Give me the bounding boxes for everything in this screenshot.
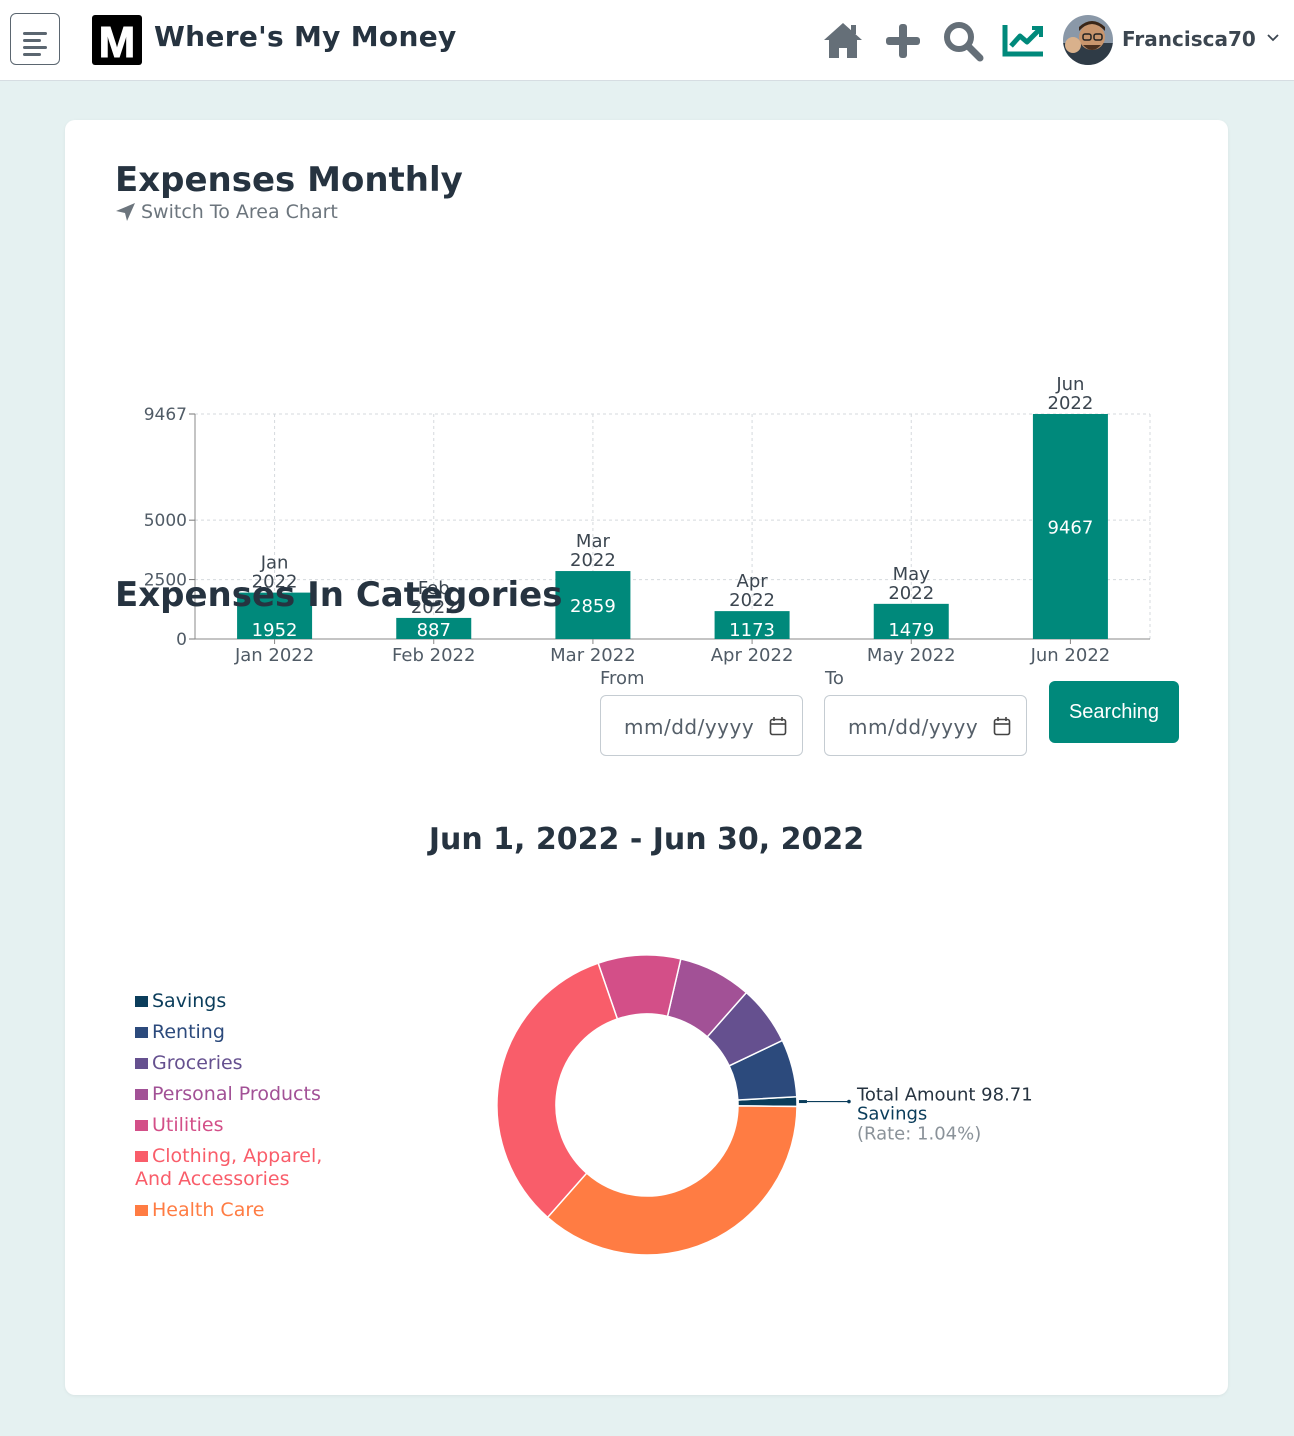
categories-title: Expenses In Categories (115, 575, 563, 615)
y-tick-label: 0 (176, 630, 187, 650)
legend-swatch (135, 1089, 148, 1100)
legend-label: Groceries (152, 1052, 243, 1074)
chevron-down-icon[interactable] (1266, 33, 1280, 43)
bar-top-label: 2022 (1048, 393, 1094, 414)
donut-slice[interactable] (546, 1105, 798, 1256)
location-arrow-icon (116, 203, 135, 221)
legend-label: Personal Products (152, 1083, 321, 1105)
from-date-placeholder: mm/dd/yyyy (624, 715, 755, 739)
x-tick-label: May 2022 (867, 645, 956, 666)
bar-value-label: 1479 (888, 620, 934, 641)
bar-top-label: 2022 (252, 572, 298, 593)
bar[interactable] (396, 617, 472, 639)
switch-chart-link[interactable]: Switch To Area Chart (115, 201, 338, 223)
chart-line-icon[interactable] (1001, 22, 1045, 58)
username[interactable]: Francisca70 (1122, 27, 1256, 51)
to-label: To (825, 668, 844, 689)
legend-label: Utilities (152, 1114, 224, 1136)
bar-top-label: 2022 (888, 583, 934, 604)
tooltip-category: Savings (857, 1104, 927, 1125)
app-title[interactable]: Where's My Money (154, 20, 457, 53)
search-icon[interactable] (942, 20, 984, 62)
legend-swatch (135, 1027, 148, 1038)
legend-item[interactable]: Renting (135, 1021, 322, 1044)
y-tick-label: 2500 (144, 571, 187, 591)
x-tick-label: Apr 2022 (711, 645, 794, 666)
dashboard-card: Expenses Monthly Switch To Area Chart 0 2… (65, 120, 1228, 1395)
legend-item[interactable]: Personal Products (135, 1083, 322, 1106)
svg-text:M: M (99, 18, 136, 65)
date-range-title: Jun 1, 2022 - Jun 30, 2022 (428, 822, 865, 857)
bar[interactable] (1032, 414, 1108, 639)
bar[interactable] (237, 592, 313, 639)
bar-top-label: Apr (737, 571, 769, 592)
bar-value-label: 1952 (252, 620, 298, 641)
from-label: From (600, 668, 645, 689)
tooltip-amount: Total Amount 98.71 (856, 1085, 1033, 1106)
monthly-title: Expenses Monthly (115, 160, 463, 200)
menu-line (23, 53, 41, 56)
legend-label: Savings (152, 990, 227, 1012)
y-tick-label: 9467 (144, 405, 187, 425)
app-logo[interactable]: M (92, 15, 142, 65)
x-tick-label: Jan 2022 (234, 645, 314, 666)
bar-top-label: 2022 (411, 597, 457, 618)
bar[interactable] (714, 611, 790, 639)
legend-label: Health Care (152, 1199, 265, 1221)
plus-icon[interactable] (884, 22, 922, 60)
legend-item[interactable]: Health Care (135, 1199, 322, 1222)
tooltip-rate: (Rate: 1.04%) (857, 1124, 981, 1145)
legend-swatch (135, 1205, 148, 1216)
sidebar-toggle-button[interactable] (10, 13, 60, 65)
tooltip-pointer-dot (847, 1099, 851, 1104)
bar-top-label: 2022 (570, 550, 616, 571)
legend-label: And Accessories (135, 1168, 290, 1190)
calendar-icon[interactable] (769, 716, 787, 736)
user-avatar[interactable] (1063, 15, 1113, 65)
x-tick-label: Jun 2022 (1030, 645, 1111, 666)
legend-swatch (135, 996, 148, 1007)
menu-line (23, 46, 47, 49)
legend-label: Clothing, Apparel, (152, 1145, 323, 1167)
x-tick-label: Feb 2022 (392, 645, 475, 666)
menu-line (23, 39, 41, 42)
legend-item[interactable]: Groceries (135, 1052, 322, 1075)
bar-top-label: 2022 (729, 590, 775, 611)
legend-swatch (135, 1120, 148, 1131)
bar[interactable] (555, 571, 631, 639)
calendar-icon[interactable] (993, 716, 1011, 736)
legend-item[interactable]: Utilities (135, 1114, 322, 1137)
legend-label: Renting (152, 1021, 225, 1043)
bar-top-label: Mar (576, 531, 611, 552)
home-icon[interactable] (822, 20, 864, 60)
search-button[interactable]: Searching (1049, 681, 1179, 743)
menu-line (23, 32, 47, 35)
legend-item[interactable]: Clothing, Apparel, And Accessories (135, 1145, 322, 1191)
switch-chart-label: Switch To Area Chart (141, 201, 338, 223)
legend-swatch (135, 1151, 148, 1162)
from-date-input[interactable]: mm/dd/yyyy (600, 695, 803, 756)
y-tick-label: 5000 (144, 511, 187, 531)
bar-top-label: May (893, 564, 931, 585)
legend-swatch (135, 1058, 148, 1069)
bar-value-label: 887 (417, 620, 451, 641)
top-navbar: M Where's My Money Francisca70 (0, 0, 1294, 81)
bar-value-label: 9467 (1048, 518, 1094, 539)
bar-top-label: Jun (1055, 374, 1084, 395)
bar-value-label: 1173 (729, 620, 775, 641)
to-date-placeholder: mm/dd/yyyy (848, 715, 979, 739)
to-date-input[interactable]: mm/dd/yyyy (824, 695, 1027, 756)
bar[interactable] (873, 603, 949, 639)
bar-top-label: Feb (418, 578, 450, 599)
x-tick-label: Mar 2022 (550, 645, 636, 666)
donut-slice[interactable] (496, 962, 619, 1219)
legend-item[interactable]: Savings (135, 990, 322, 1013)
bar-value-label: 2859 (570, 596, 616, 617)
bar-top-label: Jan (260, 553, 289, 574)
donut-legend: Savings Renting Groceries Personal Products… (135, 990, 322, 1230)
